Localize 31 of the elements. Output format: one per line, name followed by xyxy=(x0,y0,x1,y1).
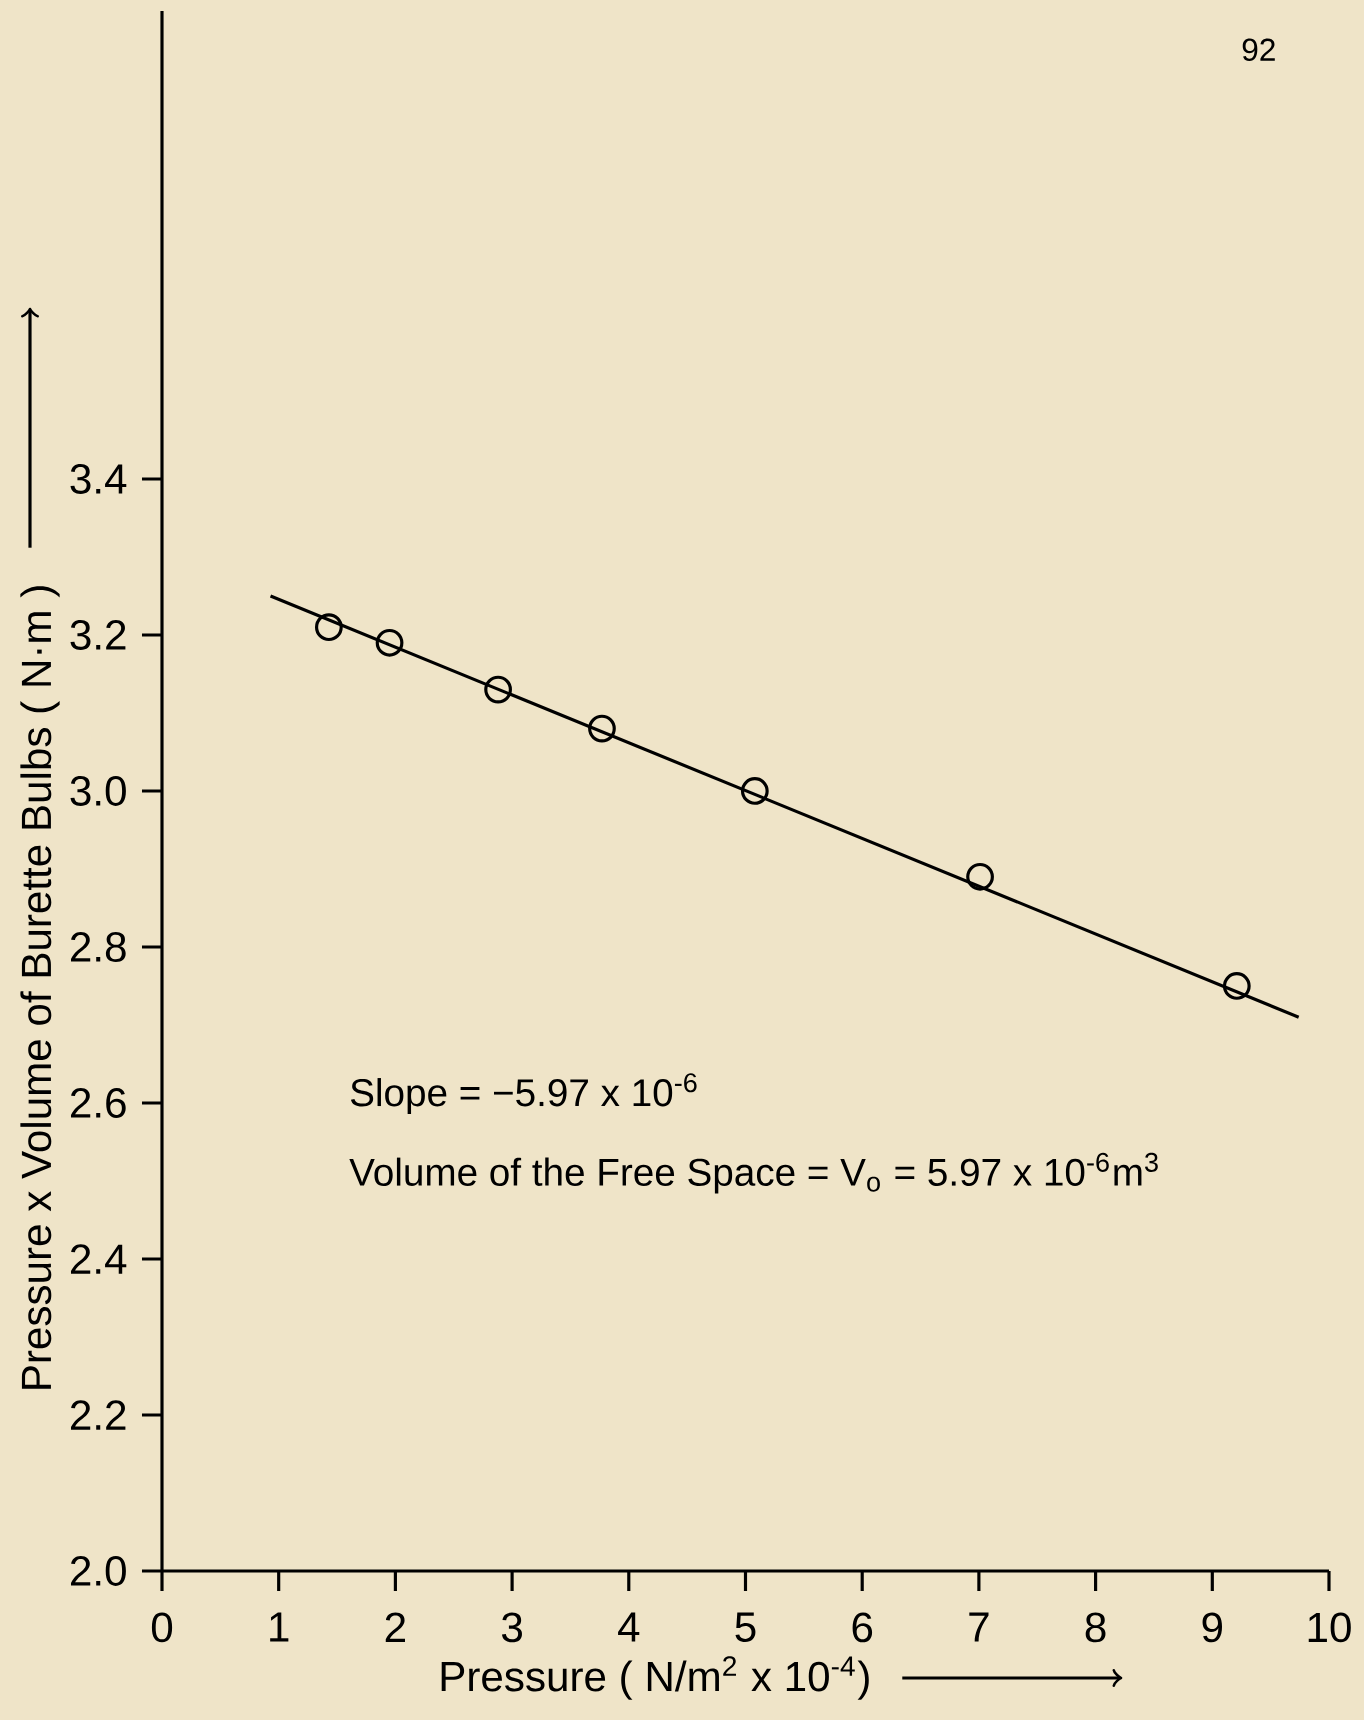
x-tick-label: 5 xyxy=(735,1612,756,1642)
y-tick-label: 3.0 xyxy=(70,776,126,806)
point xyxy=(314,613,343,642)
annotation: 92 xyxy=(1242,38,1275,61)
x-tick-label: 10 xyxy=(1308,1612,1351,1643)
y-tick-label: 3.4 xyxy=(70,464,127,494)
x-tick-label: 6 xyxy=(852,1612,873,1643)
y-tick-label: 2.6 xyxy=(70,1088,126,1118)
y-tick-label: 2.8 xyxy=(70,932,126,962)
point xyxy=(1222,972,1251,1000)
point xyxy=(966,862,994,891)
point xyxy=(375,628,404,657)
x-tick-label: 3 xyxy=(501,1612,522,1643)
annotation: Volume of the Free Space = V$_{o}$ = 5.97 x 10$^{-6}$m$^{3}$ xyxy=(349,1152,1158,1194)
y-tick-label: 2.0 xyxy=(70,1556,126,1586)
annotation: Slope = −5.97 x 10$^{-6}$ xyxy=(350,1073,697,1115)
x-tick-label: 2 xyxy=(385,1612,405,1642)
x-tick-label: 1 xyxy=(270,1612,289,1642)
x-tick-label: 7 xyxy=(969,1612,989,1642)
y-tick-label: 2.2 xyxy=(70,1400,126,1430)
point xyxy=(484,675,512,704)
point xyxy=(588,714,616,743)
y-tick-label: 2.4 xyxy=(70,1244,127,1274)
y-axis-title: Pressure x Volume of Burette Bulbs ( N·m ) xyxy=(20,586,60,1389)
x-axis-title: Pressure ( N/m$^{2}$ x 10$^{-4}$) xyxy=(441,1656,869,1700)
x-tick-label: 0 xyxy=(151,1612,173,1643)
x-tick-label: 4 xyxy=(618,1612,640,1642)
x-tick-label: 9 xyxy=(1202,1612,1223,1643)
x-tick-label: 8 xyxy=(1085,1612,1106,1643)
point xyxy=(740,777,769,805)
y-tick-label: 3.2 xyxy=(70,620,126,650)
